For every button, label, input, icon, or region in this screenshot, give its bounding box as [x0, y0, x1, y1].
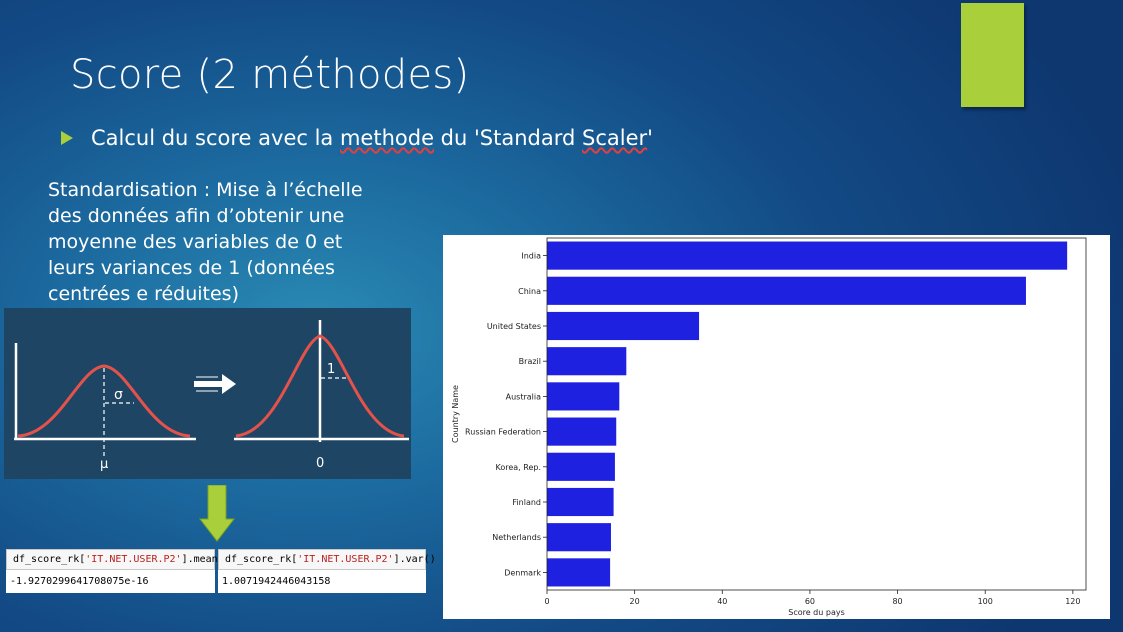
- bullet-text: Calcul du score avec la methode du 'Stan…: [91, 126, 653, 150]
- bar: [547, 452, 615, 481]
- paragraph-line: des données afin d’obtenir une: [48, 205, 345, 227]
- x-tick-label: 80: [892, 597, 902, 606]
- y-axis-label: Country Name: [451, 385, 460, 443]
- mean-code-output: -1.9270299641708075e-16: [10, 576, 149, 587]
- bar: [547, 417, 617, 446]
- paragraph-line: moyenne des variables de 0 et: [48, 231, 343, 253]
- category-label: Australia: [506, 392, 541, 401]
- category-label: India: [521, 252, 541, 261]
- mean-code-cell: df_score_rk['IT.NET.USER.P2'].mean() -1.…: [6, 549, 230, 593]
- score-bar-chart: India China United States Brazil Australia Ru…: [443, 235, 1110, 619]
- zero-label: 0: [316, 456, 324, 471]
- paragraph-line: leurs variances de 1 (données: [48, 257, 335, 279]
- var-code-cell: df_score_rk['IT.NET.USER.P2'].var() 1.00…: [218, 549, 436, 593]
- bar: [547, 382, 620, 411]
- bullet-word-scaler: Scaler: [581, 126, 648, 150]
- bar: [547, 241, 1068, 270]
- bar: [547, 523, 611, 552]
- category-label: Russian Federation: [465, 428, 541, 437]
- mean-code-input: df_score_rk['IT.NET.USER.P2'].mean(): [6, 549, 230, 570]
- down-arrow-icon: [199, 485, 235, 542]
- right-bell-curve: [235, 334, 405, 438]
- x-tick-label: 120: [1065, 597, 1080, 606]
- x-tick-label: 40: [717, 597, 727, 606]
- var-code-input: df_score_rk['IT.NET.USER.P2'].var(): [218, 549, 436, 570]
- slide-title: Score (2 méthodes): [70, 52, 470, 98]
- definition-paragraph: Standardisation : Mise à l’échelle des d…: [48, 177, 398, 307]
- category-label: Netherlands: [492, 533, 541, 542]
- category-label: United States: [487, 322, 541, 331]
- bullet-arrow-icon: [61, 131, 73, 145]
- mu-label: μ: [100, 457, 108, 472]
- category-label: Korea, Rep.: [495, 463, 541, 472]
- bar: [547, 558, 611, 587]
- x-tick-label: 60: [805, 597, 815, 606]
- sigma-label: σ: [114, 387, 123, 403]
- category-label: Brazil: [519, 357, 541, 366]
- category-label: Finland: [512, 498, 541, 507]
- bar: [547, 487, 614, 517]
- left-bell-curve: [17, 364, 191, 438]
- bar-chart-svg: India China United States Brazil Australia Ru…: [451, 237, 1087, 617]
- category-label: China: [518, 287, 541, 296]
- bar: [547, 276, 1026, 305]
- paragraph-line: centrées e réduites): [48, 283, 239, 305]
- standardization-diagram: σ μ 1 0: [4, 308, 411, 479]
- x-axis-label: Score du pays: [788, 608, 845, 617]
- category-label: Denmark: [504, 568, 541, 577]
- bar: [547, 311, 700, 341]
- bullet-text-after: ': [647, 126, 653, 150]
- bullet-text-before: Calcul du score avec la: [91, 126, 340, 150]
- accent-rectangle: [961, 3, 1024, 107]
- x-tick-label: 100: [978, 597, 993, 606]
- bar: [547, 347, 627, 376]
- x-tick-label: 20: [630, 597, 640, 606]
- transform-arrow-icon: [194, 374, 236, 394]
- bullet-word-methode: methode: [339, 126, 434, 150]
- paragraph-line: Standardisation : Mise à l’échelle: [48, 179, 363, 201]
- plot-frame: [546, 237, 1087, 591]
- x-tick-label: 0: [544, 597, 549, 606]
- one-label: 1: [327, 362, 335, 377]
- bullet-point: Calcul du score avec la methode du 'Stan…: [61, 126, 653, 150]
- var-code-output: 1.0071942446043158: [222, 576, 331, 587]
- bullet-text-middle: du 'Standard: [434, 126, 582, 150]
